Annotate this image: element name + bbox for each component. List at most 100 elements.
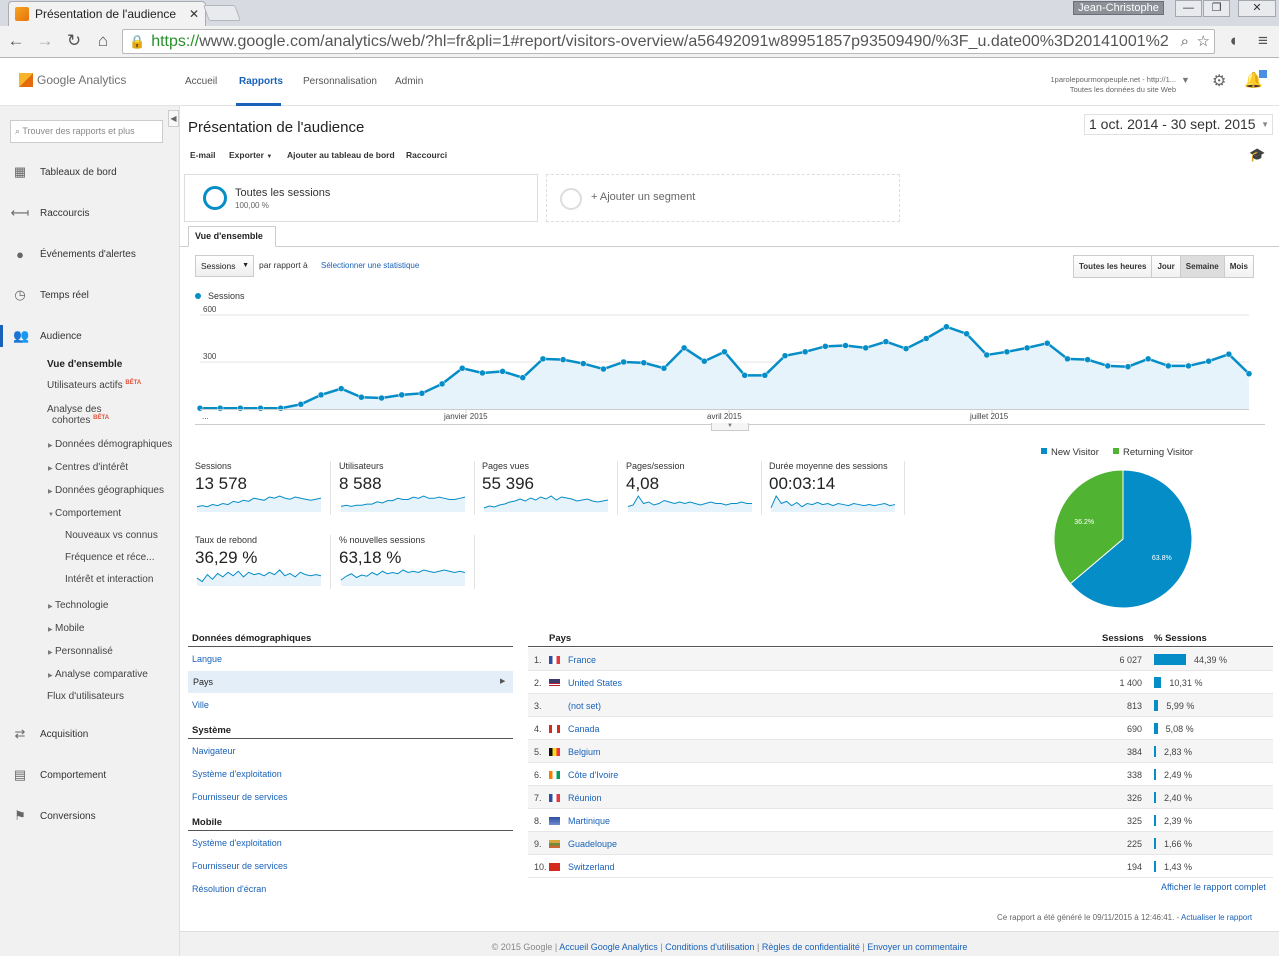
granularity-hour-button[interactable]: Toutes les heures	[1074, 256, 1153, 277]
sidebar-sub-frequency[interactable]: Fréquence et réce...	[65, 552, 155, 563]
ga-logo[interactable]: Google Analytics	[19, 73, 126, 87]
bookmark-star-icon[interactable]: ☆	[1196, 33, 1210, 50]
country-link[interactable]: Côte d'Ivoire	[568, 770, 619, 780]
nav-personnalisation[interactable]: Personnalisation	[303, 76, 377, 87]
forward-icon[interactable]: →	[36, 31, 54, 50]
footer-terms-link[interactable]: Conditions d'utilisation	[665, 942, 755, 952]
minimize-icon[interactable]: —	[1175, 0, 1202, 17]
dem-mobile-os-link[interactable]: Système d'exploitation	[192, 838, 282, 848]
address-bar[interactable]: 🔒 https://www.google.com/analytics/web/?…	[122, 29, 1215, 54]
refresh-report-link[interactable]: Actualiser le rapport	[1181, 913, 1253, 922]
dem-mobile-isp-link[interactable]: Fournisseur de services	[192, 861, 288, 871]
country-link[interactable]: France	[568, 655, 597, 665]
reload-icon[interactable]: ↻	[66, 31, 82, 50]
zoom-search-icon[interactable]: ⌕	[1180, 33, 1189, 50]
dem-browser-link[interactable]: Navigateur	[192, 746, 236, 756]
country-link[interactable]: Canada	[568, 724, 600, 734]
sidebar-item-dashboards[interactable]: ▦ Tableaux de bord	[0, 161, 179, 183]
sidebar-sub-mobile[interactable]: ▶ Mobile	[48, 623, 84, 634]
sidebar-item-conversions[interactable]: ⚑ Conversions	[0, 805, 179, 827]
country-link[interactable]: (not set)	[568, 701, 602, 711]
metric-card[interactable]: Sessions 13 578	[195, 461, 331, 515]
metric-card[interactable]: Pages vues 55 396	[482, 461, 618, 515]
sidebar-item-alerts[interactable]: ● Événements d'alertes	[0, 243, 179, 265]
sidebar-sub-overview[interactable]: Vue d'ensemble	[47, 359, 123, 370]
dem-isp-link[interactable]: Fournisseur de services	[192, 792, 288, 802]
country-link[interactable]: Guadeloupe	[568, 839, 618, 849]
maximize-icon[interactable]: ❐	[1203, 0, 1230, 17]
table-row[interactable]: 5. Belgium 384 2,83 %	[528, 740, 1273, 763]
sidebar-sub-engagement[interactable]: Intérêt et interaction	[65, 574, 154, 585]
new-tab-button[interactable]	[203, 5, 241, 21]
shortcut-button[interactable]: Raccourci	[406, 150, 448, 160]
sidebar-item-audience[interactable]: 👥 Audience	[0, 325, 179, 347]
nav-rapports[interactable]: Rapports	[239, 76, 283, 87]
add-segment-button[interactable]: + Ajouter un segment	[546, 174, 900, 222]
country-link[interactable]: Switzerland	[568, 862, 615, 872]
metric-card[interactable]: Durée moyenne des sessions 00:03:14	[769, 461, 905, 515]
granularity-month-button[interactable]: Mois	[1224, 256, 1253, 277]
table-row[interactable]: 4. Canada 690 5,08 %	[528, 717, 1273, 740]
graduation-cap-icon[interactable]: 🎓	[1249, 147, 1266, 162]
metric-card[interactable]: Pages/session 4,08	[626, 461, 762, 515]
chevron-down-icon[interactable]: ▼	[1181, 75, 1190, 85]
table-row[interactable]: 9. Guadeloupe 225 1,66 %	[528, 832, 1273, 855]
dem-resolution-link[interactable]: Résolution d'écran	[192, 884, 267, 894]
sidebar-sub-cohorts-line2[interactable]: cohortes BÊTA	[52, 415, 109, 426]
sidebar-sub-interests[interactable]: ▶ Centres d'intérêt	[48, 462, 128, 473]
table-row[interactable]: 7. Réunion 326 2,40 %	[528, 786, 1273, 809]
footer-privacy-link[interactable]: Règles de confidentialité	[761, 942, 860, 952]
sidebar-item-shortcuts[interactable]: ⟻ Raccourcis	[0, 202, 179, 224]
full-report-link[interactable]: Afficher le rapport complet	[1161, 882, 1266, 892]
sidebar-sub-users-flow[interactable]: Flux d'utilisateurs	[47, 691, 124, 702]
granularity-day-button[interactable]: Jour	[1152, 256, 1181, 277]
footer-feedback-link[interactable]: Envoyer un commentaire	[867, 942, 968, 952]
email-button[interactable]: E-mail	[190, 150, 216, 160]
dem-country-link[interactable]: Pays ▶	[188, 671, 513, 693]
sidebar-sub-technology[interactable]: ▶ Technologie	[48, 600, 108, 611]
gear-icon[interactable]: ⚙	[1212, 73, 1227, 90]
table-row[interactable]: 3. (not set) 813 5,99 %	[528, 694, 1273, 717]
sidebar-sub-cohorts[interactable]: Analyse des	[47, 404, 101, 415]
bell-icon[interactable]: 🔔	[1244, 72, 1263, 89]
dem-language-link[interactable]: Langue	[192, 654, 223, 664]
close-tab-icon[interactable]: ✕	[188, 7, 199, 21]
sidebar-sub-benchmark[interactable]: ▶ Analyse comparative	[48, 669, 148, 680]
country-link[interactable]: Belgium	[568, 747, 601, 757]
close-window-icon[interactable]: ✕	[1238, 0, 1276, 17]
footer-ga-home-link[interactable]: Accueil Google Analytics	[559, 942, 658, 952]
home-icon[interactable]: ⌂	[97, 31, 109, 50]
nav-accueil[interactable]: Accueil	[185, 76, 218, 87]
country-link[interactable]: United States	[568, 678, 623, 688]
nav-admin[interactable]: Admin	[395, 76, 424, 87]
country-link[interactable]: Réunion	[568, 793, 602, 803]
sidebar-sub-custom[interactable]: ▶ Personnalisé	[48, 646, 113, 657]
sidebar-sub-new-vs-returning[interactable]: Nouveaux vs connus	[65, 530, 158, 541]
sidebar-sub-active-users[interactable]: Utilisateurs actifs BÊTA	[47, 380, 141, 391]
browser-tab[interactable]: Présentation de l'audience ✕	[8, 1, 206, 26]
add-to-dashboard-button[interactable]: Ajouter au tableau de bord	[287, 150, 395, 160]
table-row[interactable]: 6. Côte d'Ivoire 338 2,49 %	[528, 763, 1273, 786]
metric-card[interactable]: % nouvelles sessions 63,18 %	[339, 535, 475, 589]
dem-os-link[interactable]: Système d'exploitation	[192, 769, 282, 779]
select-statistic-link[interactable]: Sélectionner une statistique	[321, 261, 420, 270]
metric-select[interactable]: Sessions ▼	[195, 255, 254, 277]
sessions-column-header[interactable]: Sessions	[1102, 633, 1144, 644]
sidebar-item-behavior[interactable]: ▤ Comportement	[0, 764, 179, 786]
sidebar-sub-geo[interactable]: ▶ Données géographiques	[48, 485, 164, 496]
granularity-week-button[interactable]: Semaine	[1180, 256, 1225, 277]
sidebar-sub-behavior[interactable]: ▼Comportement	[48, 508, 121, 519]
segment-all-sessions[interactable]: Toutes les sessions 100,00 %	[184, 174, 538, 222]
account-selector[interactable]: 1parolepourmonpeuple.net - http://1... T…	[1020, 75, 1176, 95]
country-link[interactable]: Martinique	[568, 816, 611, 826]
tab-overview[interactable]: Vue d'ensemble	[188, 226, 276, 247]
metric-card[interactable]: Taux de rebond 36,29 %	[195, 535, 331, 589]
dem-city-link[interactable]: Ville	[192, 700, 209, 710]
table-row[interactable]: 2. United States 1 400 10,31 %	[528, 671, 1273, 694]
menu-icon[interactable]: ≡	[1258, 31, 1268, 50]
export-button[interactable]: Exporter ▼	[229, 150, 272, 160]
report-search-input[interactable]: ⌕ Trouver des rapports et plus	[10, 120, 163, 143]
back-icon[interactable]: ←	[7, 31, 25, 50]
metric-card[interactable]: Utilisateurs 8 588	[339, 461, 475, 515]
profile-button[interactable]: Jean-Christophe	[1073, 1, 1164, 15]
